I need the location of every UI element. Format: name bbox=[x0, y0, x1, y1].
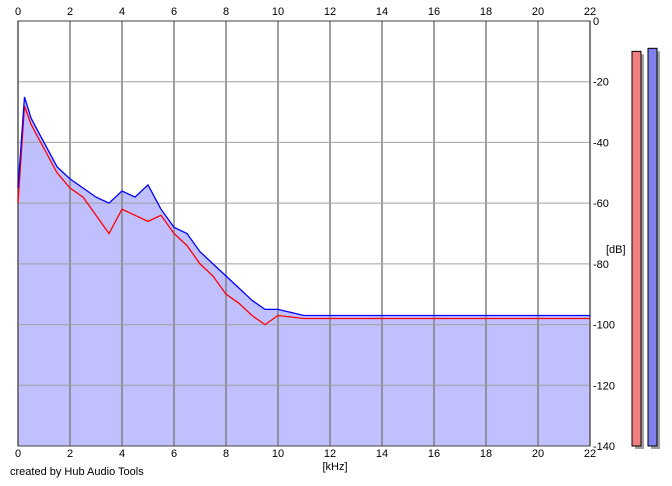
plot-frame bbox=[17, 20, 591, 447]
series-line-1 bbox=[17, 105, 590, 326]
x-tick-label-top: 0 bbox=[15, 6, 21, 18]
x-tick-label-bottom: 16 bbox=[428, 448, 440, 460]
x-tick-label-top: 22 bbox=[584, 6, 596, 18]
x-tick-label-bottom: 18 bbox=[480, 448, 492, 460]
y-tick-label: -100 bbox=[593, 320, 615, 332]
x-tick-label-top: 20 bbox=[532, 6, 544, 18]
series-line-2 bbox=[17, 96, 590, 317]
x-tick-label-bottom: 6 bbox=[171, 448, 177, 460]
x-tick-label-top: 2 bbox=[67, 6, 73, 18]
y-tick-label: -60 bbox=[593, 198, 609, 210]
y-tick-label: -40 bbox=[593, 137, 609, 149]
x-tick-label-top: 8 bbox=[223, 6, 229, 18]
x-tick-label-top: 16 bbox=[428, 6, 440, 18]
x-tick-label-bottom: 22 bbox=[584, 448, 596, 460]
spectrum-fill-layer bbox=[18, 96, 590, 447]
y-tick-label: -120 bbox=[593, 380, 615, 392]
series-layer bbox=[17, 96, 590, 326]
x-tick-label-bottom: 2 bbox=[67, 448, 73, 460]
x-tick-label-top: 18 bbox=[480, 6, 492, 18]
level-meter-bar bbox=[647, 47, 658, 447]
x-tick-label-bottom: 12 bbox=[324, 448, 336, 460]
spectrum-area bbox=[18, 96, 590, 447]
x-tick-label-top: 14 bbox=[376, 6, 388, 18]
x-tick-label-bottom: 0 bbox=[15, 448, 21, 460]
x-tick-label-bottom: 20 bbox=[532, 448, 544, 460]
y-tick-label: -20 bbox=[593, 77, 609, 89]
x-tick-label-bottom: 8 bbox=[223, 448, 229, 460]
y-tick-label: 0 bbox=[593, 16, 599, 28]
y-axis-label: [dB] bbox=[606, 244, 626, 256]
x-tick-label-top: 12 bbox=[324, 6, 336, 18]
credit-text: created by Hub Audio Tools bbox=[10, 466, 144, 478]
x-tick-label-bottom: 10 bbox=[272, 448, 284, 460]
x-tick-label-bottom: 4 bbox=[119, 448, 125, 460]
level-meter-bar bbox=[631, 50, 642, 447]
y-tick-label: -80 bbox=[593, 259, 609, 271]
x-tick-label-top: 10 bbox=[272, 6, 284, 18]
x-tick-label-top: 4 bbox=[119, 6, 125, 18]
y-tick-label: -140 bbox=[593, 441, 615, 453]
x-axis-label: [kHz] bbox=[322, 461, 347, 473]
x-tick-label-bottom: 14 bbox=[376, 448, 388, 460]
x-tick-label-top: 6 bbox=[171, 6, 177, 18]
grid-layer bbox=[17, 20, 591, 447]
level-meters bbox=[631, 47, 660, 449]
tick-layer: 002244668810101212141416161818202022220-… bbox=[15, 6, 615, 460]
